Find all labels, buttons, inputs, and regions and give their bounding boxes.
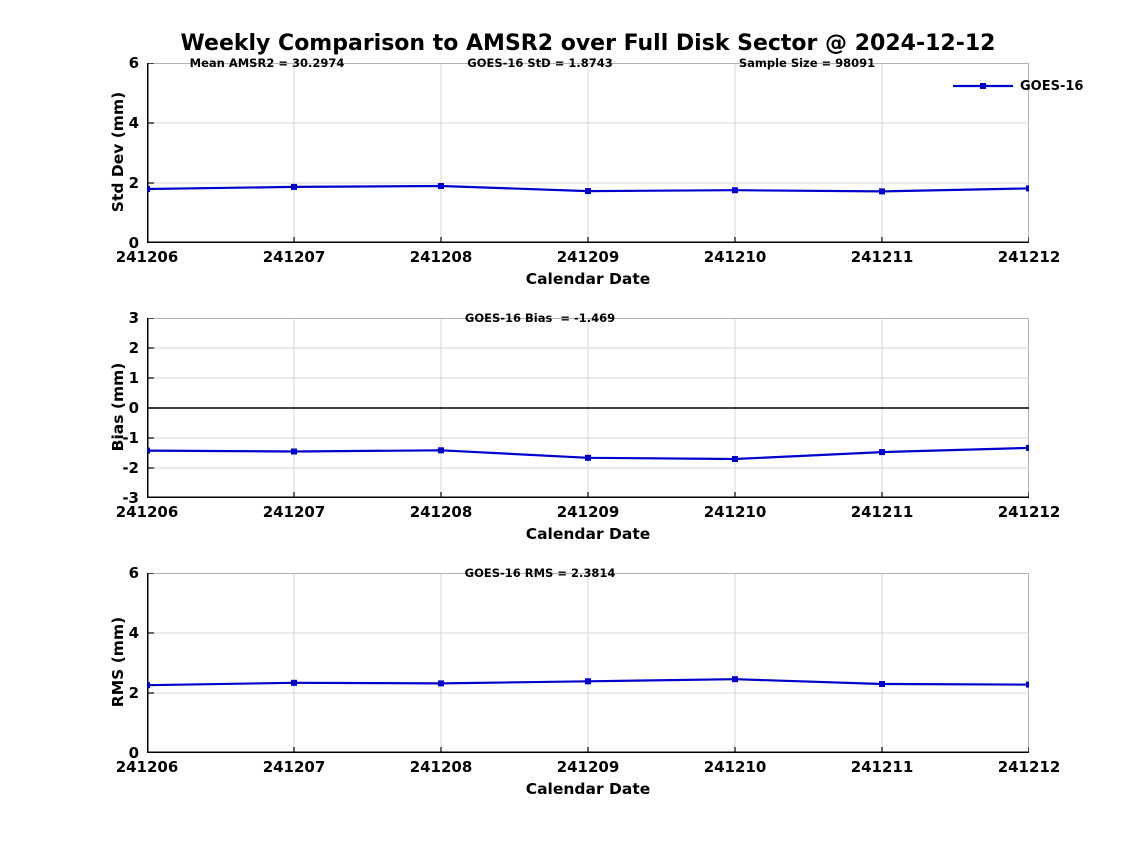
data-point-marker — [585, 454, 591, 461]
y-tick-label: 2 — [128, 174, 139, 192]
x-tick-label: 241207 — [262, 758, 326, 776]
legend-label-goes16: GOES-16 — [1020, 79, 1084, 94]
data-point-marker — [438, 447, 444, 454]
annotation-std-dev-1: GOES-16 StD = 1.8743 — [467, 56, 613, 70]
y-tick-label: 2 — [128, 339, 139, 357]
panel-bias — [147, 318, 1029, 498]
x-tick-label: 241209 — [556, 248, 620, 266]
x-axis-label: Calendar Date — [525, 525, 651, 543]
y-tick-label: 0 — [128, 399, 139, 417]
x-tick-label: 241208 — [409, 248, 473, 266]
data-point-marker — [147, 186, 150, 192]
y-tick-label: 2 — [128, 684, 139, 702]
y-tick-label: 6 — [128, 54, 139, 72]
y-tick-label: 6 — [128, 564, 139, 582]
data-point-marker — [291, 448, 297, 455]
annotation-std-dev-2: Sample Size = 98091 — [738, 56, 876, 70]
y-tick-label: -1 — [122, 429, 139, 447]
x-tick-label: 241212 — [997, 503, 1061, 521]
data-point-marker — [585, 678, 591, 685]
y-tick-label: -2 — [122, 459, 139, 477]
plot-area-bias — [147, 318, 1029, 498]
x-tick-label: 241207 — [262, 248, 326, 266]
x-tick-label: 241211 — [850, 503, 914, 521]
figure-title: Weekly Comparison to AMSR2 over Full Dis… — [180, 31, 996, 56]
data-point-marker — [879, 449, 885, 456]
x-tick-label: 241209 — [556, 503, 620, 521]
annotation-bias-0: GOES-16 Bias = -1.469 — [464, 311, 616, 325]
x-tick-label: 241210 — [703, 248, 767, 266]
x-tick-label: 241211 — [850, 248, 914, 266]
data-point-marker — [438, 183, 444, 189]
x-tick-label: 241210 — [703, 503, 767, 521]
x-tick-label: 241208 — [409, 503, 473, 521]
data-point-marker — [732, 187, 738, 194]
x-axis-label: Calendar Date — [525, 780, 651, 798]
legend-marker — [980, 83, 986, 89]
y-tick-label: 0 — [128, 744, 139, 762]
x-tick-label: 241212 — [997, 758, 1061, 776]
x-tick-label: 241206 — [115, 503, 179, 521]
y-tick-label: 0 — [128, 234, 139, 252]
x-tick-label: 241206 — [115, 248, 179, 266]
plot-area-rms — [147, 573, 1029, 753]
data-point-marker — [585, 188, 591, 195]
annotation-std-dev-0: Mean AMSR2 = 30.2974 — [189, 56, 345, 70]
x-tick-label: 241207 — [262, 503, 326, 521]
y-axis-label: RMS (mm) — [109, 616, 127, 708]
data-point-marker — [291, 183, 297, 190]
data-point-marker — [732, 676, 738, 683]
data-point-marker — [732, 456, 738, 462]
data-point-marker — [291, 679, 297, 686]
panel-rms — [147, 573, 1029, 753]
x-tick-label: 241209 — [556, 758, 620, 776]
data-point-marker — [1026, 185, 1029, 192]
panel-std-dev — [147, 63, 1029, 243]
x-tick-label: 241212 — [997, 248, 1061, 266]
x-axis-label: Calendar Date — [525, 270, 651, 288]
y-tick-label: 3 — [128, 309, 139, 327]
y-tick-label: 1 — [128, 369, 139, 387]
data-point-marker — [147, 447, 150, 454]
x-tick-label: 241208 — [409, 758, 473, 776]
x-tick-label: 241211 — [850, 758, 914, 776]
plot-area-std-dev — [147, 63, 1029, 243]
x-tick-label: 241210 — [703, 758, 767, 776]
annotation-rms-0: GOES-16 RMS = 2.3814 — [464, 566, 616, 580]
data-point-marker — [1026, 681, 1029, 688]
data-point-marker — [1026, 444, 1029, 451]
data-point-marker — [438, 680, 444, 687]
y-tick-label: 4 — [128, 114, 139, 132]
data-point-marker — [147, 682, 150, 689]
y-tick-label: 4 — [128, 624, 139, 642]
data-point-marker — [879, 681, 885, 687]
x-tick-label: 241206 — [115, 758, 179, 776]
y-tick-label: -3 — [122, 489, 139, 507]
y-axis-label: Bias (mm) — [109, 362, 127, 452]
y-axis-label: Std Dev (mm) — [109, 91, 127, 213]
data-point-marker — [879, 188, 885, 195]
